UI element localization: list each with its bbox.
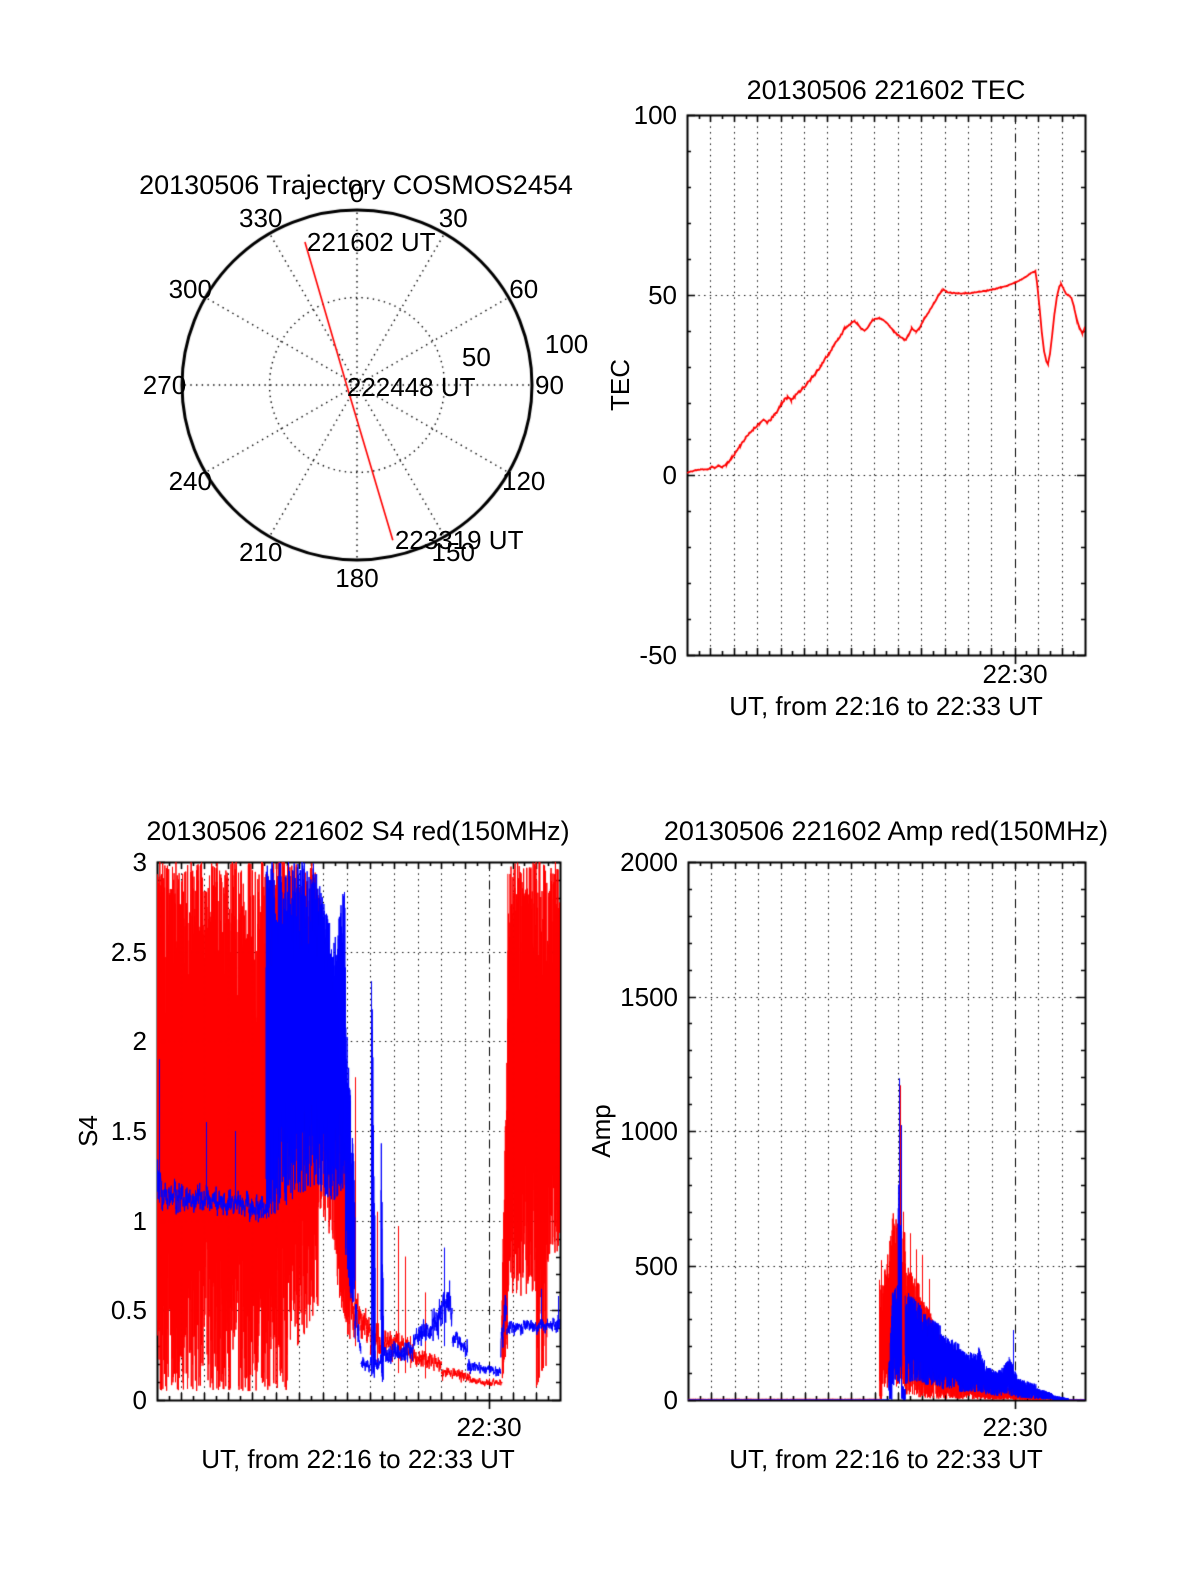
polar-angle-label-0: 0 xyxy=(349,177,365,208)
polar-angle-label-210: 210 xyxy=(239,536,283,567)
amp-x-axis-label: UT, from 22:16 to 22:33 UT xyxy=(729,1444,1043,1474)
polar-angle-label-270: 270 xyxy=(142,370,187,400)
polar-angle-label-240: 240 xyxy=(168,466,212,497)
amp-ytick-1000: 1000 xyxy=(620,1116,678,1146)
polar-angle-label-330: 330 xyxy=(239,203,283,234)
amp-ytick-500: 500 xyxy=(634,1250,678,1281)
amp-ytick-0: 0 xyxy=(663,1385,678,1415)
tec-ytick-100: 100 xyxy=(633,100,677,130)
s4-xtick-label: 22:30 xyxy=(456,1412,522,1442)
tec-ytick-0: 0 xyxy=(662,460,677,490)
s4-ytick-0.5: 0.5 xyxy=(110,1295,147,1326)
trajectory-annotation-end: 223319 UT xyxy=(394,525,524,556)
amp-plot-title: 20130506 221602 Amp red(150MHz) xyxy=(663,816,1109,846)
polar-angle-label-30: 30 xyxy=(438,203,468,234)
trajectory-annotation-middle: 222448 UT xyxy=(346,371,476,402)
polar-angle-label-150: 150 xyxy=(431,536,475,567)
polar-angle-label-180: 180 xyxy=(335,562,379,593)
tec-x-axis-label: UT, from 22:16 to 22:33 UT xyxy=(729,691,1043,721)
tec-xtick-label: 22:30 xyxy=(982,659,1048,689)
tec-ytick--50: -50 xyxy=(639,640,677,670)
polar-angle-label-60: 60 xyxy=(509,273,539,304)
tec-ytick-50: 50 xyxy=(648,280,677,310)
amp-ytick-1500: 1500 xyxy=(620,981,678,1012)
s4-ytick-2.5: 2.5 xyxy=(110,936,147,967)
s4-x-axis-label: UT, from 22:16 to 22:33 UT xyxy=(201,1444,515,1474)
s4-ytick-0: 0 xyxy=(132,1385,147,1415)
amp-xtick-label: 22:30 xyxy=(982,1412,1048,1442)
s4-ytick-2: 2 xyxy=(132,1026,147,1057)
polar-angle-label-90: 90 xyxy=(535,370,564,400)
polar-plot-title: 20130506 Trajectory COSMOS2454 xyxy=(139,170,573,200)
polar-radial-label-50: 50 xyxy=(461,342,491,373)
s4-ytick-1: 1 xyxy=(132,1205,147,1236)
s4-ytick-3: 3 xyxy=(132,847,147,877)
tec-plot-title: 20130506 221602 TEC xyxy=(746,75,1026,105)
polar-angle-label-120: 120 xyxy=(502,466,546,497)
amp-ytick-2000: 2000 xyxy=(620,847,678,877)
s4-ytick-1.5: 1.5 xyxy=(110,1116,147,1146)
trajectory-annotation-start: 221602 UT xyxy=(306,226,436,257)
polar-angle-label-300: 300 xyxy=(168,273,212,304)
s4-plot-title: 20130506 221602 S4 red(150MHz) xyxy=(146,816,570,846)
tec-y-axis-label: TEC xyxy=(605,359,635,411)
polar-radial-label-100: 100 xyxy=(544,329,589,360)
